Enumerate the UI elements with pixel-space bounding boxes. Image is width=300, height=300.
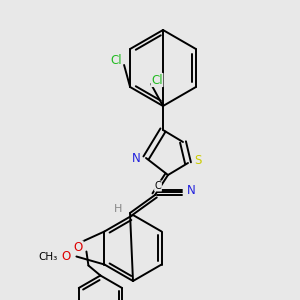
Text: CH₃: CH₃ (39, 251, 58, 262)
Text: O: O (62, 250, 71, 263)
Text: Cl: Cl (110, 55, 122, 68)
Text: S: S (194, 154, 202, 167)
Text: N: N (132, 152, 140, 164)
Text: O: O (74, 241, 83, 254)
Text: N: N (187, 184, 195, 197)
Text: H: H (114, 204, 122, 214)
Text: C: C (154, 181, 161, 191)
Text: Cl: Cl (151, 74, 163, 86)
